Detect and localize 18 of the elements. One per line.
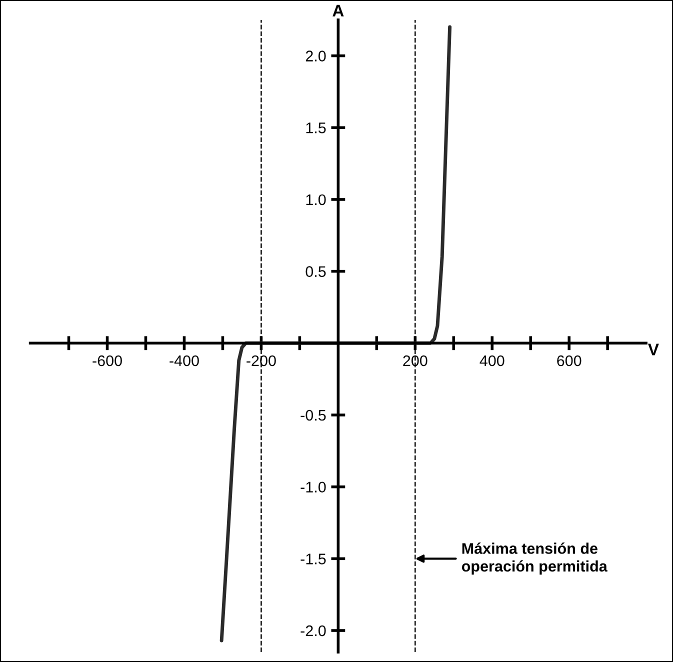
y-tick-label: -0.5 — [300, 410, 326, 421]
x-tick-label: -200 — [246, 355, 276, 366]
x-tick-label: -600 — [92, 355, 122, 366]
y-tick-label: 2.0 — [306, 50, 326, 62]
line-series — [220, 25, 452, 642]
y-tick-label: -2.0 — [300, 625, 326, 636]
x-tick-label: 400 — [480, 355, 504, 366]
x-tick-label: 600 — [557, 355, 582, 366]
y-axis-title: A — [332, 4, 344, 16]
x-tick-label: 200 — [403, 355, 428, 366]
annotation: Máxima tensión de operación permitida — [462, 542, 608, 575]
x-tick-label: -400 — [170, 355, 199, 366]
y-tick-label: -1.0 — [300, 482, 326, 493]
y-tick-label: 0.5 — [306, 266, 326, 277]
y-tick-label: -1.5 — [300, 554, 326, 564]
y-tick-label: 1.5 — [306, 122, 326, 134]
x-axis-title: V — [648, 344, 659, 356]
y-tick-label: 1.0 — [306, 194, 326, 206]
